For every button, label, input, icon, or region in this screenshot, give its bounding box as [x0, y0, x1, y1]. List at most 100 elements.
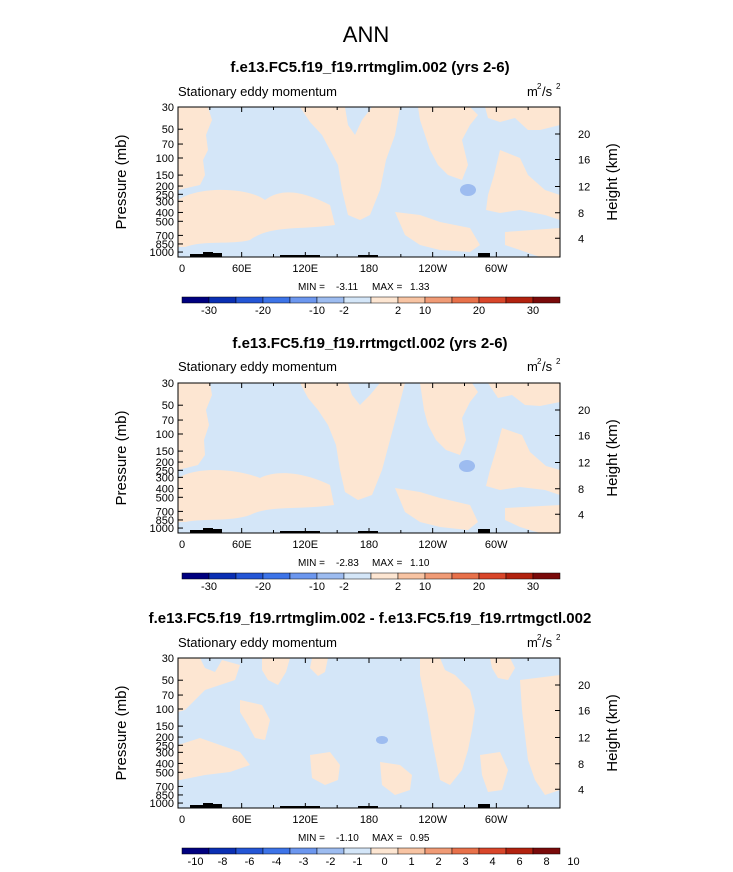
x-tick-label: 180	[360, 263, 378, 275]
y-tick-label: 1000	[150, 247, 174, 259]
y-tick-label: 500	[156, 492, 174, 504]
svg-text:0.95: 0.95	[410, 833, 430, 844]
panel-3-y-label: Pressure (mb)	[113, 685, 130, 780]
y-tick-label: 50	[162, 675, 174, 687]
colorbar-swatch	[478, 296, 507, 304]
panel-1-minmax: MIN = -3.11 MAX = 1.33	[298, 282, 430, 293]
colorbar-label: 20	[473, 581, 485, 593]
colorbar-swatch	[181, 296, 210, 304]
y-right-tick-label: 20	[578, 129, 590, 141]
colorbar-label: 8	[543, 856, 549, 868]
y-tick-label: 850	[156, 790, 174, 802]
colorbar-swatch	[343, 847, 372, 855]
y-tick-label: 150	[156, 721, 174, 733]
colorbar-swatch	[451, 847, 480, 855]
y-tick-label: 850	[156, 239, 174, 251]
panel-2-y-label-right: Height (km)	[604, 419, 621, 497]
y-tick-label: 30	[162, 102, 174, 114]
colorbar-swatch	[424, 847, 453, 855]
y-right-tick-label: 4	[578, 784, 584, 796]
x-tick-label: 60E	[232, 539, 252, 551]
colorbar-label: -3	[299, 856, 309, 868]
y-tick-label: 700	[156, 230, 174, 242]
colorbar-swatch	[424, 572, 453, 580]
colorbar-swatch	[316, 572, 345, 580]
panel-2-title: f.e13.FC5.f19_f19.rrtmgctl.002 (yrs 2-6)	[232, 335, 507, 352]
svg-text:MAX =: MAX =	[372, 282, 402, 293]
svg-text:2: 2	[537, 633, 542, 642]
colorbar-swatch	[235, 847, 264, 855]
panel-1-units: m 2 /s 2	[527, 82, 561, 99]
svg-text:2: 2	[537, 357, 542, 366]
colorbar-label: 10	[419, 305, 431, 317]
y-right-tick-label: 20	[578, 405, 590, 417]
colorbar-label: -20	[255, 581, 271, 593]
y-tick-label: 1000	[150, 798, 174, 810]
panel-2-minmax: MIN = -2.83 MAX = 1.10	[298, 558, 430, 569]
panel-3-y-label-right: Height (km)	[604, 694, 621, 772]
x-tick-label: 60E	[232, 814, 252, 826]
svg-text:2: 2	[556, 82, 561, 91]
panel-3-axes: 0 60E 120E 180 120W 60W3050701001502002503004…	[150, 653, 591, 826]
colorbar-label: 30	[527, 581, 539, 593]
panel-3: f.e13.FC5.f19_f19.rrtmglim.002 - f.e13.F…	[113, 610, 621, 868]
colorbar-swatch	[424, 296, 453, 304]
svg-text:MAX =: MAX =	[372, 558, 402, 569]
svg-text:MIN =: MIN =	[298, 558, 325, 569]
panel-3-minmax: MIN = -1.10 MAX = 0.95	[298, 833, 430, 844]
colorbar-swatch	[316, 847, 345, 855]
colorbar-swatch	[532, 296, 561, 304]
svg-text:m: m	[527, 359, 538, 374]
colorbar-label: -2	[326, 856, 336, 868]
y-tick-label: 400	[156, 483, 174, 495]
panel-2-colorbar: -30 -20 -10 -2 2 10 20 30	[181, 572, 561, 593]
y-tick-label: 250	[156, 465, 174, 477]
y-right-tick-label: 20	[578, 680, 590, 692]
y-tick-label: 50	[162, 124, 174, 136]
colorbar-label: 4	[489, 856, 495, 868]
colorbar-swatch	[262, 296, 291, 304]
panel-1-plot	[177, 106, 561, 258]
svg-text:/s: /s	[542, 359, 553, 374]
colorbar-label: 0	[381, 856, 387, 868]
colorbar-label: -2	[339, 305, 349, 317]
y-tick-label: 1000	[150, 523, 174, 535]
colorbar-label: -20	[255, 305, 271, 317]
colorbar-label: -6	[245, 856, 255, 868]
colorbar-swatch	[262, 847, 291, 855]
colorbar-label: 1	[408, 856, 414, 868]
colorbar-label: 20	[473, 305, 485, 317]
svg-text:-1.10: -1.10	[336, 833, 359, 844]
colorbar-swatch	[478, 572, 507, 580]
panel-2-plot	[177, 382, 561, 534]
colorbar-swatch	[235, 572, 264, 580]
y-tick-label: 850	[156, 515, 174, 527]
x-tick-label: 120E	[292, 814, 318, 826]
svg-text:2: 2	[556, 357, 561, 366]
y-tick-label: 200	[156, 732, 174, 744]
y-tick-label: 30	[162, 378, 174, 390]
colorbar-swatch	[397, 572, 426, 580]
x-tick-label: 0	[179, 814, 185, 826]
svg-text:m: m	[527, 84, 538, 99]
colorbar-swatch	[397, 847, 426, 855]
x-tick-label: 120E	[292, 263, 318, 275]
panel-2-units: m 2 /s 2	[527, 357, 561, 374]
colorbar-label: -4	[272, 856, 282, 868]
y-tick-label: 70	[162, 690, 174, 702]
x-tick-label: 60W	[485, 814, 508, 826]
y-tick-label: 150	[156, 170, 174, 182]
y-right-tick-label: 4	[578, 509, 584, 521]
colorbar-swatch	[343, 572, 372, 580]
colorbar-label: 2	[435, 856, 441, 868]
panel-1-y-label: Pressure (mb)	[113, 134, 130, 229]
panel-1-title: f.e13.FC5.f19_f19.rrtmglim.002 (yrs 2-6)	[230, 59, 509, 76]
colorbar-label: -1	[353, 856, 363, 868]
y-tick-label: 300	[156, 472, 174, 484]
y-tick-label: 700	[156, 781, 174, 793]
svg-text:1.10: 1.10	[410, 558, 430, 569]
y-tick-label: 300	[156, 747, 174, 759]
y-right-tick-label: 12	[578, 733, 590, 745]
panel-1-axes: 0 60E 120E 180 120W 60W3050701001502002503004…	[150, 102, 591, 275]
